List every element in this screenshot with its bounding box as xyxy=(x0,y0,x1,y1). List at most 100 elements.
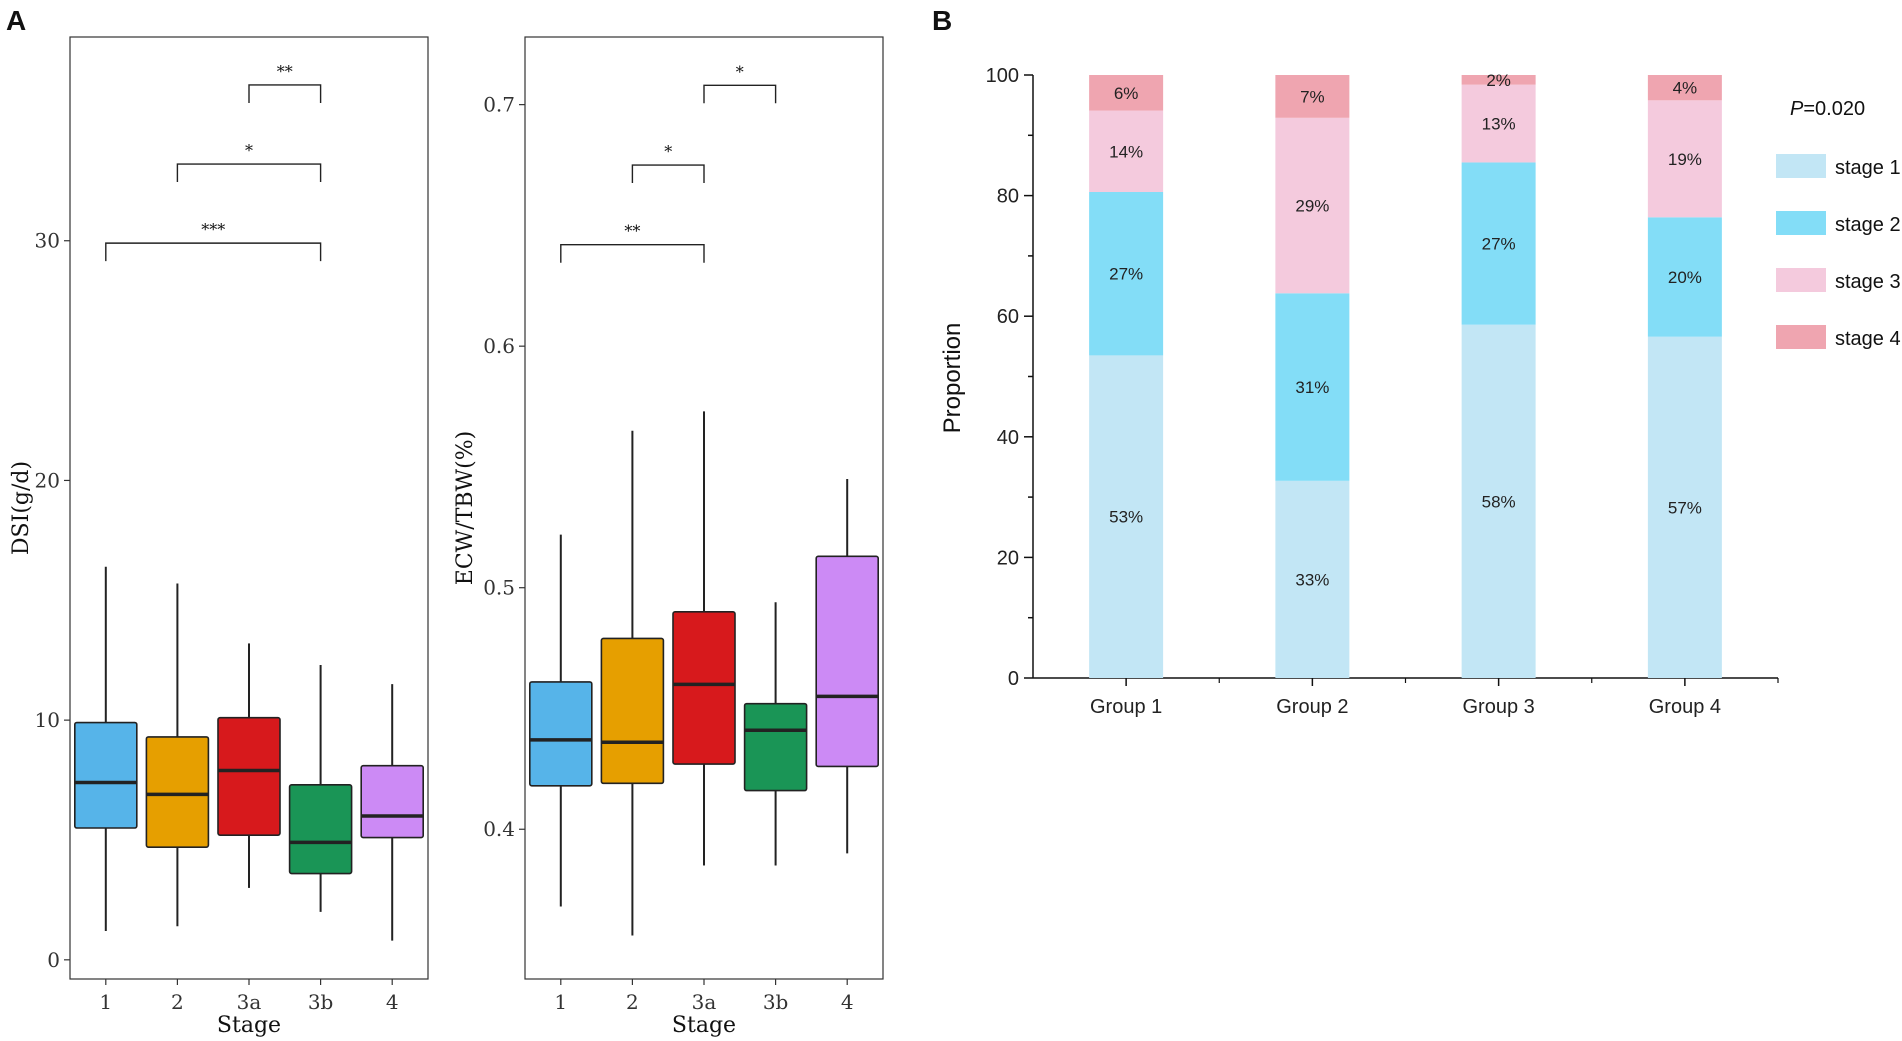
legend-item-stage-1: stage 1 xyxy=(1776,154,1901,179)
x-tick-label: 4 xyxy=(386,990,399,1014)
legend-label: stage 1 xyxy=(1835,157,1901,179)
bar-segment-stage-2 xyxy=(1089,191,1164,356)
legend-item-stage-3: stage 3 xyxy=(1776,268,1901,293)
data-label: 2% xyxy=(1486,71,1511,90)
x-tick-label: 1 xyxy=(99,990,112,1014)
x-tick-label: 4 xyxy=(841,990,854,1014)
data-label: 6% xyxy=(1114,84,1139,103)
significance-bracket: * xyxy=(176,141,322,183)
significance-bracket: * xyxy=(631,142,705,184)
bar-stack-group-2: 33% 31% 29% 7% xyxy=(1275,75,1350,678)
bar-segment-stage-3 xyxy=(1461,84,1536,163)
x-tick-label: 3b xyxy=(763,990,789,1014)
y-tick-label: 0 xyxy=(1008,668,1019,690)
bracket-line xyxy=(176,163,322,183)
data-label: 20% xyxy=(1668,268,1702,287)
y-tick-label: 20 xyxy=(997,547,1019,569)
stacked-bar-chart: Proportion P=0.020 stage 1 stage 2 stage… xyxy=(939,65,1901,718)
x-tick-label: Group 3 xyxy=(1462,696,1534,718)
significance-label: ** xyxy=(277,62,293,81)
box-iqr xyxy=(815,555,880,768)
box-iqr xyxy=(672,611,736,765)
box-iqr xyxy=(145,736,210,848)
box-4 xyxy=(815,479,880,854)
data-label: 27% xyxy=(1482,235,1516,254)
data-label: 4% xyxy=(1673,79,1698,98)
significance-label: * xyxy=(736,62,744,81)
y-tick-label: 0 xyxy=(47,948,60,972)
p-symbol: P xyxy=(1790,98,1804,120)
bar-stack-group-1: 53% 27% 14% 6% xyxy=(1089,75,1164,678)
significance-bracket: ** xyxy=(560,222,705,263)
y-tick-label: 0.5 xyxy=(483,576,515,600)
box-iqr xyxy=(600,637,665,785)
bracket-line xyxy=(631,164,705,184)
y-tick-label: 10 xyxy=(35,708,60,732)
bar-segment-stage-4 xyxy=(1647,75,1722,101)
x-tick-label: 1 xyxy=(554,990,567,1014)
box-iqr xyxy=(360,764,425,839)
x-axis-title: Stage xyxy=(217,1013,281,1038)
bracket-line xyxy=(248,84,322,103)
legend: stage 1 stage 2 stage 3 stage 4 xyxy=(1776,154,1901,350)
x-tick-label: 3b xyxy=(308,990,334,1014)
box-iqr xyxy=(74,721,138,829)
bar-stack-group-3: 58% 27% 13% 2% xyxy=(1461,71,1536,678)
significance-bracket: ** xyxy=(248,62,322,103)
significance-bracket: *** xyxy=(105,220,322,262)
legend-item-stage-2: stage 2 xyxy=(1776,211,1901,236)
box-iqr xyxy=(743,702,808,792)
legend-label: stage 4 xyxy=(1835,328,1901,350)
box-4 xyxy=(360,684,425,941)
p-value-annotation: P=0.020 xyxy=(1790,98,1865,120)
data-label: 14% xyxy=(1109,142,1143,161)
legend-label: stage 2 xyxy=(1835,214,1901,236)
x-tick-label: 3a xyxy=(237,990,262,1014)
bracket-line xyxy=(703,84,777,104)
y-axis-title: Proportion xyxy=(939,323,966,434)
bar-segment-stage-4 xyxy=(1089,75,1164,111)
y-tick-label: 0.7 xyxy=(483,93,515,117)
bracket-line xyxy=(560,244,705,263)
significance-bracket: * xyxy=(703,62,777,104)
bar-segment-stage-3 xyxy=(1647,100,1722,218)
bar-segment-stage-2 xyxy=(1647,217,1722,337)
x-tick-label: 3a xyxy=(692,990,717,1014)
box-plot-ecw-tbw: ECW/TBW(%) Stage 0.40.50.60.71 2 3a 3b 4**** xyxy=(453,36,884,1038)
data-label: 19% xyxy=(1668,150,1702,169)
y-tick-label: 0.4 xyxy=(483,817,515,841)
x-tick-label: 2 xyxy=(626,990,639,1014)
x-axis-title: Stage xyxy=(672,1013,736,1038)
box-1 xyxy=(528,534,593,907)
data-label: 33% xyxy=(1295,570,1329,589)
data-label: 58% xyxy=(1482,492,1516,511)
x-tick-label: Group 2 xyxy=(1276,696,1348,718)
x-tick-label: Group 1 xyxy=(1090,696,1162,718)
bar-segment-stage-4 xyxy=(1275,75,1350,118)
significance-label: ** xyxy=(624,222,640,241)
legend-item-stage-4: stage 4 xyxy=(1776,325,1901,350)
bar-segment-stage-1 xyxy=(1461,324,1536,678)
x-tick-label: Group 4 xyxy=(1649,696,1721,718)
panel-label-b: B xyxy=(932,5,952,36)
data-label: 13% xyxy=(1482,115,1516,134)
panel-label-a: A xyxy=(6,5,26,36)
y-tick-label: 40 xyxy=(997,427,1019,449)
data-label: 27% xyxy=(1109,265,1143,284)
box-iqr xyxy=(217,716,281,836)
y-axis-title: DSI(g/d) xyxy=(9,461,34,555)
y-tick-label: 20 xyxy=(35,468,60,492)
bar-segment-stage-1 xyxy=(1089,355,1164,678)
box-3b xyxy=(288,665,353,912)
y-tick-label: 30 xyxy=(35,229,60,253)
box-2 xyxy=(600,430,665,936)
data-label: 31% xyxy=(1295,378,1329,397)
data-label: 57% xyxy=(1668,498,1702,517)
box-3a xyxy=(217,643,281,888)
y-tick-label: 60 xyxy=(997,306,1019,328)
significance-label: *** xyxy=(201,220,225,239)
x-tick-label: 2 xyxy=(171,990,184,1014)
box-iqr xyxy=(528,681,593,787)
bar-segment-stage-1 xyxy=(1275,480,1350,678)
